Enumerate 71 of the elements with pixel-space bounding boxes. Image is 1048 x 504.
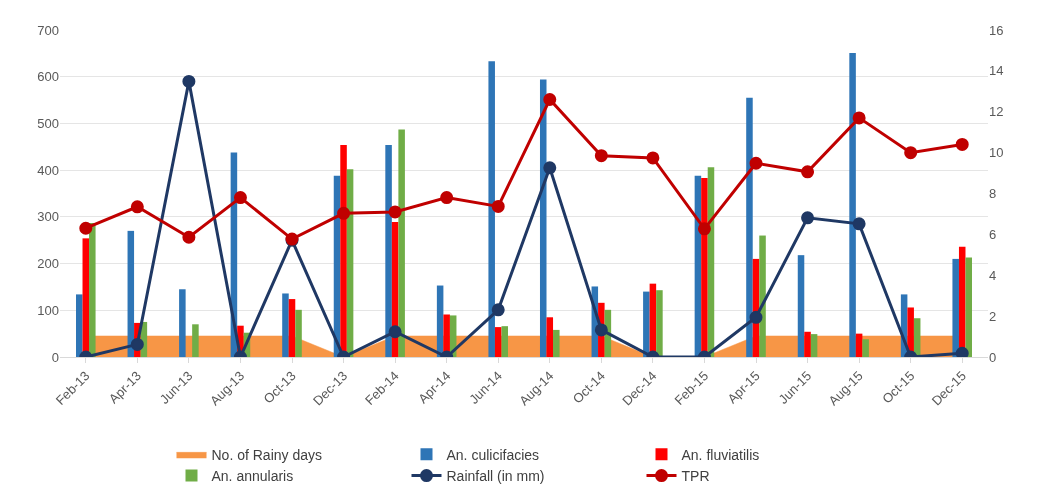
y2-tick-label: 2	[989, 308, 997, 324]
y-tick-label: 300	[37, 209, 59, 225]
point	[440, 191, 454, 205]
bar	[965, 257, 973, 357]
bar	[862, 339, 869, 357]
bar	[75, 294, 83, 357]
bar	[539, 79, 547, 357]
y-tick-label: 700	[37, 22, 59, 38]
y2-tick-label: 6	[989, 226, 997, 242]
point	[491, 199, 505, 213]
bar	[501, 326, 509, 357]
y-tick-label: 600	[37, 69, 59, 85]
legend-label: An. fluviatilis	[681, 446, 760, 463]
bar	[295, 309, 302, 357]
y2-tick-label: 8	[989, 186, 997, 202]
y2-tick-label: 0	[989, 349, 997, 365]
bar	[282, 293, 289, 357]
bar	[288, 299, 296, 357]
bar	[546, 317, 554, 357]
point	[594, 149, 608, 163]
bar	[89, 222, 96, 357]
bar	[810, 334, 818, 357]
legend-label: No. of Rainy days	[211, 446, 322, 463]
point	[388, 205, 402, 219]
bar	[759, 235, 766, 357]
y-tick-label: 100	[37, 302, 59, 318]
y2-tick-label: 16	[989, 22, 1004, 38]
point	[697, 222, 711, 236]
bar	[746, 97, 753, 357]
point	[801, 165, 815, 179]
bar	[192, 324, 199, 357]
point	[233, 191, 247, 205]
bar	[797, 255, 805, 357]
point	[130, 200, 144, 214]
y2-tick-label: 10	[989, 145, 1004, 161]
y-tick-label: 200	[37, 256, 59, 272]
y2-tick-label: 14	[989, 63, 1004, 79]
bar	[952, 258, 959, 357]
point	[543, 161, 557, 175]
bar	[643, 291, 650, 357]
point	[955, 346, 969, 357]
point	[852, 217, 866, 231]
legend-label: Rainfall (in mm)	[446, 468, 545, 485]
bar	[488, 61, 495, 357]
point	[337, 206, 351, 220]
point	[749, 156, 763, 170]
y2-tick-label: 4	[989, 267, 997, 283]
bar	[849, 52, 856, 357]
point	[79, 221, 93, 235]
bar	[855, 333, 863, 357]
point	[955, 137, 969, 151]
point	[852, 111, 866, 125]
point	[904, 146, 918, 160]
point	[801, 211, 815, 225]
legend-label: TPR	[681, 468, 710, 485]
bar	[656, 290, 663, 357]
point	[543, 92, 557, 106]
legend-label: An. annularis	[211, 468, 294, 485]
bar	[179, 289, 186, 357]
y-tick-label: 0	[51, 349, 59, 365]
point	[646, 151, 660, 165]
bar	[398, 129, 405, 357]
y-tick-label: 500	[37, 115, 59, 131]
bar	[553, 329, 560, 357]
y2-tick-label: 12	[989, 104, 1004, 120]
bar	[385, 144, 392, 357]
y-tick-label: 400	[37, 162, 59, 178]
legend-label: An. culicifacies	[446, 446, 540, 463]
bar	[494, 327, 502, 357]
bar	[804, 331, 811, 357]
point	[182, 230, 196, 244]
